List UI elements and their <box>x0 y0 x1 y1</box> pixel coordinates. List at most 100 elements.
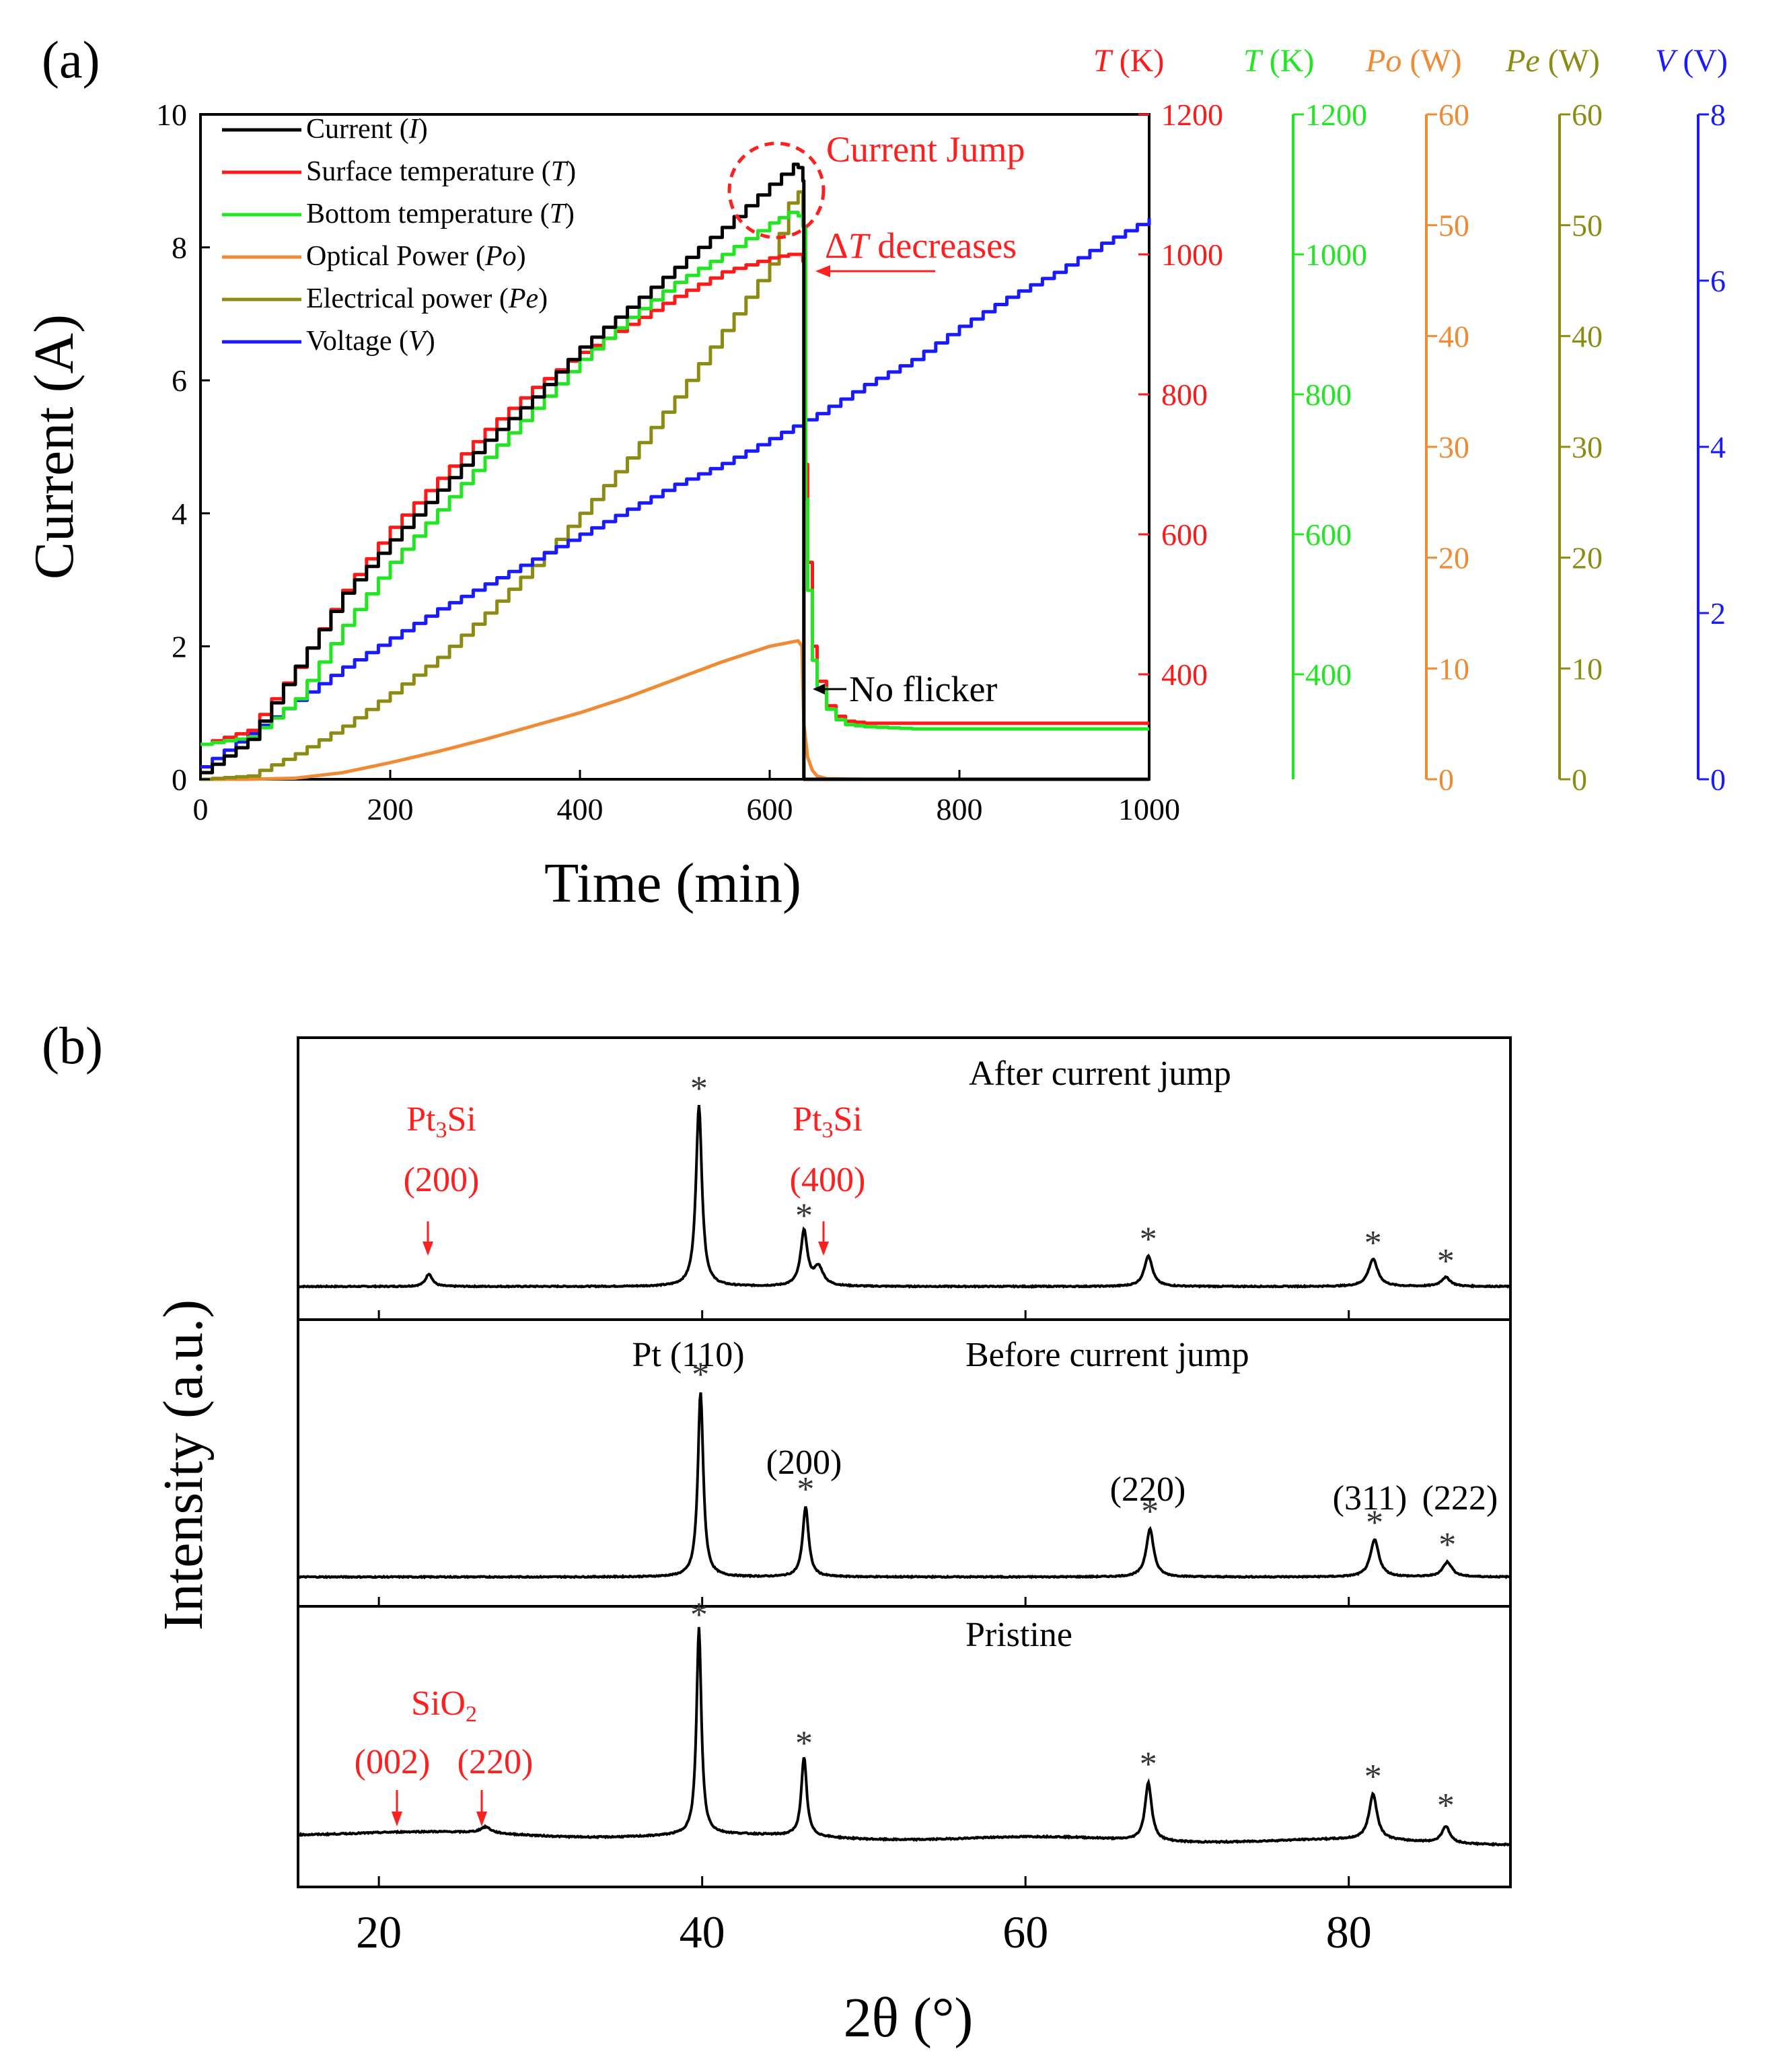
pt-peak-star: * <box>1366 1503 1383 1542</box>
panel-b-xtick-label: 20 <box>356 1906 402 1958</box>
pt-peak-star: * <box>1140 1220 1157 1258</box>
legend-label-surface: Surface temperature (T) <box>306 156 576 187</box>
pt3si-label-1: Pt3Si <box>406 1100 476 1143</box>
panel-a-xtick-label: 600 <box>747 792 793 826</box>
t_bottom-tick-label: 600 <box>1305 517 1352 552</box>
panel-a-ytick-label: 6 <box>172 363 187 398</box>
current-jump-circle <box>727 141 826 240</box>
panel-a-xtick-label: 1000 <box>1118 792 1180 826</box>
t-bottom-axis-header: T (K) <box>1243 43 1314 79</box>
series-line-bottom <box>200 211 1149 746</box>
hkl-200-label: (200) <box>766 1443 842 1482</box>
legend-label-electrical: Electrical power (Pe) <box>306 283 548 314</box>
series-line-current <box>200 162 1149 781</box>
current-jump-annotation: Current Jump <box>826 129 1025 170</box>
panel-b-xlabel: 2θ (°) <box>844 1987 974 2049</box>
panel-a-ticks-group: 0 200 400 600 800 100002468104006008001000120… <box>156 98 1726 826</box>
delta-t-annotation: ΔT decreases <box>825 225 1017 266</box>
pe-tick-label: 40 <box>1572 319 1603 353</box>
panel-a-ytick-label: 8 <box>172 231 187 265</box>
panel-b-ticks-group: 20 40 60 80 <box>356 1310 1372 1958</box>
pt3si-400-label: (400) <box>790 1161 866 1199</box>
no-flicker-annotation: No flicker <box>849 669 997 709</box>
xrd-pattern-2 <box>297 1627 1511 1847</box>
pe-tick-label: 0 <box>1572 762 1587 797</box>
no-flicker-arrowhead <box>813 684 825 694</box>
series-line-optical <box>200 639 1149 781</box>
pt-peak-star: * <box>690 1596 708 1635</box>
v-axis-header: V (V) <box>1655 43 1728 79</box>
panel-a-xlabel: Time (min) <box>544 852 801 915</box>
panel-b-xtick-label: 80 <box>1326 1906 1372 1958</box>
v-tick-label: 6 <box>1710 264 1726 298</box>
pt-peak-star: * <box>1364 1224 1382 1262</box>
panel-a-label: (a) <box>42 30 100 89</box>
before-current-jump-label: Before current jump <box>965 1336 1249 1374</box>
pt-peak-star: * <box>1438 1526 1456 1564</box>
hkl-222-label: (222) <box>1422 1479 1498 1517</box>
pe-axis-header: Pe (W) <box>1505 43 1600 79</box>
t_surface-tick-label: 1000 <box>1161 238 1223 272</box>
po-tick-label: 0 <box>1438 762 1454 797</box>
t_bottom-tick-label: 1200 <box>1305 98 1367 132</box>
panel-a-xtick-label: 800 <box>937 792 983 826</box>
t_surface-tick-label: 600 <box>1161 517 1208 552</box>
po-tick-label: 20 <box>1438 541 1469 575</box>
panel-b-star-markers: * * * * * * * * * * * * * * * <box>690 1069 1456 1825</box>
pe-tick-label: 10 <box>1572 651 1603 686</box>
pe-tick-label: 50 <box>1572 209 1603 243</box>
pt-peak-star: * <box>1437 1787 1455 1825</box>
series-line-voltage <box>200 218 1151 769</box>
pristine-label: Pristine <box>965 1616 1072 1654</box>
panel-b-xtick-label: 40 <box>680 1906 725 1958</box>
pt3si-label-2: Pt3Si <box>793 1100 863 1143</box>
pt3si-400-arrowhead <box>818 1242 829 1256</box>
panel-a-ytick-label: 4 <box>172 497 187 531</box>
panel-b-xtick-label: 60 <box>1002 1906 1048 1958</box>
v-tick-label: 8 <box>1710 98 1726 132</box>
t_surface-tick-label: 400 <box>1161 657 1208 692</box>
legend-label-optical: Optical Power (Po) <box>306 241 526 272</box>
hkl-311-label: (311) <box>1333 1479 1408 1517</box>
v-tick-label: 4 <box>1710 430 1726 464</box>
t_bottom-tick-label: 400 <box>1305 657 1352 692</box>
po-axis-header: Po (W) <box>1365 43 1462 79</box>
pt3si-200-arrowhead <box>423 1242 433 1256</box>
sio2-002-label: (002) <box>355 1743 431 1781</box>
panel-b-series-group <box>297 1105 1512 1847</box>
t_surface-tick-label: 1200 <box>1161 98 1223 132</box>
pt3si-200-label: (200) <box>404 1161 480 1199</box>
pt-peak-star: * <box>1141 1493 1159 1531</box>
sio2-label: SiO2 <box>411 1684 477 1727</box>
panel-a-legend: Current (I) Surface temperature (T) Bottom… <box>222 114 576 357</box>
panel-a-ytick-label: 10 <box>156 98 187 132</box>
xrd-pattern-0 <box>297 1105 1512 1289</box>
po-tick-label: 30 <box>1438 430 1469 464</box>
pt-peak-star: * <box>692 1355 709 1394</box>
panel-a-xtick-label: 200 <box>367 792 414 826</box>
v-tick-label: 0 <box>1710 762 1726 797</box>
po-tick-label: 60 <box>1438 98 1469 132</box>
legend-label-bottom: Bottom temperature (T) <box>306 199 575 229</box>
t_bottom-tick-label: 800 <box>1305 378 1352 412</box>
legend-label-current: Current (I) <box>306 114 428 145</box>
po-tick-label: 40 <box>1438 319 1469 353</box>
sio2-220-label: (220) <box>458 1743 534 1781</box>
panel-b-label: (b) <box>42 1016 103 1075</box>
pt-peak-star: * <box>690 1069 708 1108</box>
panel-a-plot-frame <box>199 113 1150 781</box>
after-current-jump-label: After current jump <box>969 1055 1231 1093</box>
pe-tick-label: 60 <box>1572 98 1603 132</box>
pe-tick-label: 20 <box>1572 541 1603 575</box>
po-tick-label: 10 <box>1438 651 1469 686</box>
pt110-label: Pt (110) <box>632 1336 744 1374</box>
legend-label-voltage: Voltage (V) <box>306 326 435 357</box>
panel-b-ylabel: Intensity (a.u.) <box>152 1299 215 1631</box>
panel-a-xtick-label: 400 <box>557 792 604 826</box>
pt-peak-star: * <box>795 1725 813 1763</box>
pt-peak-star: * <box>795 1196 813 1235</box>
po-tick-label: 50 <box>1438 209 1469 243</box>
pt-peak-star: * <box>1364 1758 1382 1796</box>
panel-b-plot-frame <box>297 1036 1512 1888</box>
